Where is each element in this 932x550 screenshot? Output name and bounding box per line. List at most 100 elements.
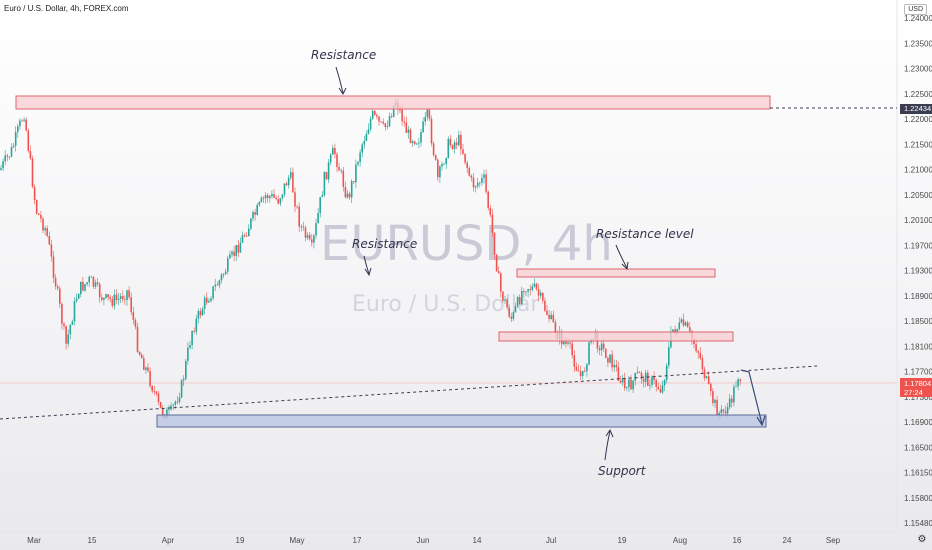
candle-body: [275, 197, 277, 200]
candle-body: [8, 156, 11, 158]
candle-body: [495, 254, 498, 272]
candle-body: [88, 276, 90, 283]
candle-body: [644, 372, 647, 382]
candle-body: [705, 376, 708, 379]
candle-body: [304, 227, 307, 238]
candle-body: [210, 298, 212, 301]
candle-body: [258, 201, 261, 205]
price-tick-label: 1.19700: [904, 241, 932, 250]
candle-body: [216, 284, 219, 286]
resistance-level-zone[interactable]: [516, 268, 716, 278]
rising-trendline[interactable]: [0, 365, 818, 420]
candle-body: [439, 166, 441, 178]
time-scale[interactable]: Mar 15 Apr 19 May 17 Jun 14 Jul 19 Aug 16 24 Sep: [27, 536, 841, 545]
candle-body: [657, 386, 660, 390]
watermark-name: Euro / U.S. Dollar: [352, 292, 540, 317]
candle-body: [21, 120, 23, 122]
candle-body: [117, 298, 120, 300]
candle-body: [588, 342, 590, 365]
candle-body: [573, 355, 576, 367]
candle-body: [424, 116, 426, 122]
candle-body: [716, 399, 718, 416]
candle-body: [371, 110, 374, 119]
candle-body: [86, 282, 88, 285]
candle-body: [489, 207, 492, 215]
resistance-zone-lower[interactable]: [498, 331, 734, 342]
time-tick-label: 17: [353, 536, 362, 545]
candle-body: [735, 386, 737, 388]
candle-body: [115, 294, 118, 300]
candle-body: [630, 379, 632, 390]
candle-body: [418, 142, 420, 144]
price-tick-label: 1.23000: [904, 65, 932, 74]
candle-body: [567, 342, 569, 344]
candle-body: [61, 303, 63, 324]
candle-body: [130, 297, 132, 313]
candle-body: [229, 254, 231, 259]
candle-body: [355, 164, 357, 183]
candle-body: [67, 334, 69, 344]
candle-body: [523, 291, 525, 293]
candle-body: [271, 194, 273, 197]
candle-body: [285, 183, 288, 186]
candle-body: [206, 297, 208, 303]
candle-body: [678, 322, 681, 330]
candle-body: [338, 167, 340, 171]
candle-body: [195, 318, 198, 332]
candle-body: [405, 122, 408, 133]
candle-body: [254, 212, 256, 215]
candle-body: [426, 109, 429, 117]
candle-body: [317, 212, 319, 224]
candle-body: [607, 357, 609, 363]
candle-body: [413, 141, 416, 145]
resistance-zone-top[interactable]: [15, 95, 771, 110]
candle-body: [189, 345, 191, 348]
candle-body: [264, 195, 267, 199]
candle-body: [563, 341, 565, 345]
candle-body: [516, 297, 519, 307]
candle-body: [575, 366, 578, 371]
candle-body: [365, 133, 368, 141]
price-tick-label: 1.24000: [904, 14, 932, 23]
resistance-price-tag: 1.22434: [900, 104, 932, 114]
label-resistance-mid: Resistance: [352, 237, 417, 251]
candle-body: [518, 297, 521, 304]
candle-body: [35, 200, 38, 214]
price-tick-label: 1.17300: [904, 393, 932, 402]
candle-body: [445, 157, 447, 164]
time-tick-label: 24: [783, 536, 792, 545]
candle-body: [52, 256, 55, 278]
candle-body: [508, 307, 510, 317]
candle-body: [552, 314, 555, 323]
price-scale[interactable]: 1.24000 1.23500 1.23000 1.22500 1.22000 1.215…: [904, 14, 932, 528]
candle-body: [357, 161, 359, 165]
candle-body: [699, 352, 702, 359]
support-zone[interactable]: [156, 414, 767, 428]
candle-body: [710, 383, 712, 392]
label-resistance-top: Resistance: [311, 48, 376, 62]
gear-icon[interactable]: ⚙: [917, 534, 927, 545]
time-tick-label: Aug: [673, 536, 687, 545]
price-tick-label: 1.18500: [904, 317, 932, 326]
candle-body: [554, 322, 557, 334]
candle-body: [468, 168, 471, 176]
candle-body: [170, 405, 172, 410]
candle-body: [245, 235, 248, 237]
candle-body: [94, 282, 97, 287]
currency-badge[interactable]: USD: [904, 4, 927, 15]
candle-body: [176, 401, 179, 403]
candle-body: [96, 282, 99, 284]
candle-body: [703, 369, 706, 379]
candle-body: [479, 182, 481, 184]
candle-body: [605, 348, 607, 358]
candle-body: [546, 310, 548, 315]
candle-body: [124, 299, 126, 301]
candle-body: [737, 379, 739, 387]
time-tick-label: May: [289, 536, 304, 545]
candle-body: [697, 351, 699, 353]
candle-body: [59, 288, 61, 304]
candle-body: [292, 172, 294, 193]
candle-body: [191, 330, 193, 346]
